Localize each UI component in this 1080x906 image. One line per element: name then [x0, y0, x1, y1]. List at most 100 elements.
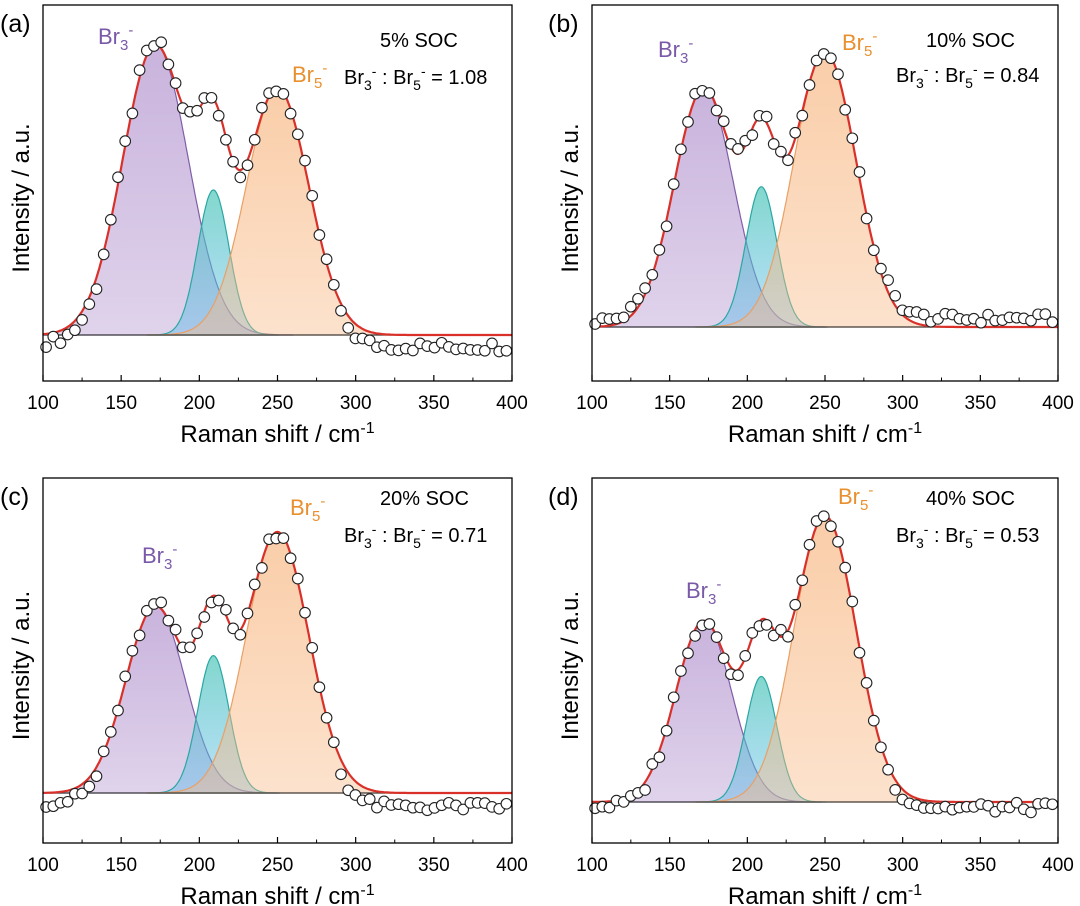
data-point — [306, 641, 319, 654]
data-point — [810, 54, 823, 67]
data-point — [603, 801, 616, 814]
panel-label: (d) — [548, 483, 579, 511]
data-point — [205, 91, 218, 104]
data-point — [291, 572, 304, 585]
data-point — [500, 797, 513, 810]
panel-c: 100 150 200 250 300 350 400 Raman shift / cm-1 I… — [0, 477, 528, 906]
data-point — [760, 110, 773, 123]
x-tick-label: 100 — [27, 855, 59, 876]
data-point — [653, 751, 666, 764]
data-point — [732, 143, 744, 155]
data-point — [363, 334, 376, 347]
data-point — [320, 711, 333, 724]
br3-peak-label: Br3- — [686, 576, 721, 608]
data-point — [119, 670, 132, 683]
data-point — [500, 344, 513, 357]
data-point — [667, 178, 680, 190]
data-point — [76, 787, 88, 800]
data-point — [917, 308, 930, 321]
data-point — [241, 607, 254, 620]
ratio-text: Br3- : Br5- = 1.08 — [344, 63, 487, 93]
data-point — [832, 535, 844, 548]
data-point — [867, 244, 880, 257]
data-points — [589, 510, 1059, 819]
y-axis-label: Intensity / a.u. — [557, 123, 584, 272]
x-tick-label: 100 — [576, 855, 608, 876]
data-point — [83, 298, 96, 310]
data-point — [97, 745, 110, 758]
data-point — [119, 135, 132, 147]
x-tick-label: 200 — [731, 393, 763, 414]
panel-label: (a) — [0, 10, 31, 38]
x-tick-label: 250 — [262, 855, 294, 876]
x-tick-label: 350 — [964, 393, 996, 414]
data-point — [632, 292, 644, 305]
data-point — [775, 145, 787, 158]
br3-peak-label: Br3- — [142, 541, 177, 573]
data-point — [639, 282, 651, 294]
data-point — [803, 79, 816, 91]
data-point — [104, 213, 117, 226]
data-point — [775, 623, 787, 636]
data-point — [882, 274, 894, 286]
ratio-text: Br3- : Br5- = 0.53 — [896, 521, 1039, 551]
data-point — [256, 101, 268, 114]
data-point — [212, 109, 225, 122]
data-point — [746, 627, 759, 639]
data-point — [313, 229, 326, 241]
data-point — [104, 726, 117, 738]
x-tick-label: 300 — [887, 393, 919, 414]
data-point — [860, 677, 873, 689]
x-axis-label: Raman shift / cm-1 — [180, 882, 374, 906]
data-point — [889, 784, 902, 796]
y-axis-label: Intensity / a.u. — [8, 591, 35, 740]
data-point — [789, 126, 802, 139]
x-tick-label: 200 — [731, 855, 763, 876]
data-point — [803, 538, 816, 551]
data-point — [320, 253, 333, 266]
x-tick-label: 350 — [964, 855, 996, 876]
data-point — [83, 780, 96, 793]
br3-peak-label: Br3- — [98, 22, 133, 54]
data-point — [653, 244, 666, 256]
ratio-text: Br3- : Br5- = 0.71 — [344, 521, 487, 551]
x-tick-label: 250 — [262, 393, 294, 414]
data-point — [76, 314, 88, 326]
data-point — [717, 652, 730, 665]
data-point — [682, 116, 694, 128]
data-point — [198, 611, 211, 623]
panel-a: 100 150 200 250 300 350 400 Raman shift / cm-1 I… — [0, 4, 528, 448]
data-point — [220, 133, 232, 146]
data-point — [227, 155, 239, 168]
data-point — [846, 595, 859, 608]
y-axis-label: Intensity / a.u. — [557, 591, 584, 740]
data-point — [284, 107, 297, 120]
data-point — [689, 630, 701, 642]
x-tick-label: 150 — [654, 855, 686, 876]
data-point — [746, 129, 759, 141]
data-points — [589, 48, 1059, 330]
data-point — [327, 278, 340, 291]
panel-label: (b) — [548, 10, 579, 38]
data-point — [162, 614, 175, 627]
data-point — [277, 88, 290, 100]
data-point — [1039, 308, 1052, 320]
data-point — [234, 171, 247, 184]
data-point — [646, 268, 659, 281]
data-point — [47, 330, 60, 343]
data-point — [732, 669, 744, 682]
data-point — [162, 58, 175, 71]
data-point — [191, 627, 203, 640]
data-point — [853, 166, 866, 178]
br5-peak-label: Br5- — [838, 482, 873, 514]
y-axis-label: Intensity / a.u. — [8, 123, 35, 272]
data-point — [133, 64, 146, 76]
data-point — [660, 220, 673, 233]
data-point — [140, 604, 153, 617]
br5-peak-label: Br5- — [292, 60, 327, 92]
data-point — [853, 646, 866, 659]
data-point — [825, 520, 837, 533]
data-point — [767, 138, 780, 150]
data-point — [457, 803, 470, 816]
data-point — [860, 212, 873, 225]
